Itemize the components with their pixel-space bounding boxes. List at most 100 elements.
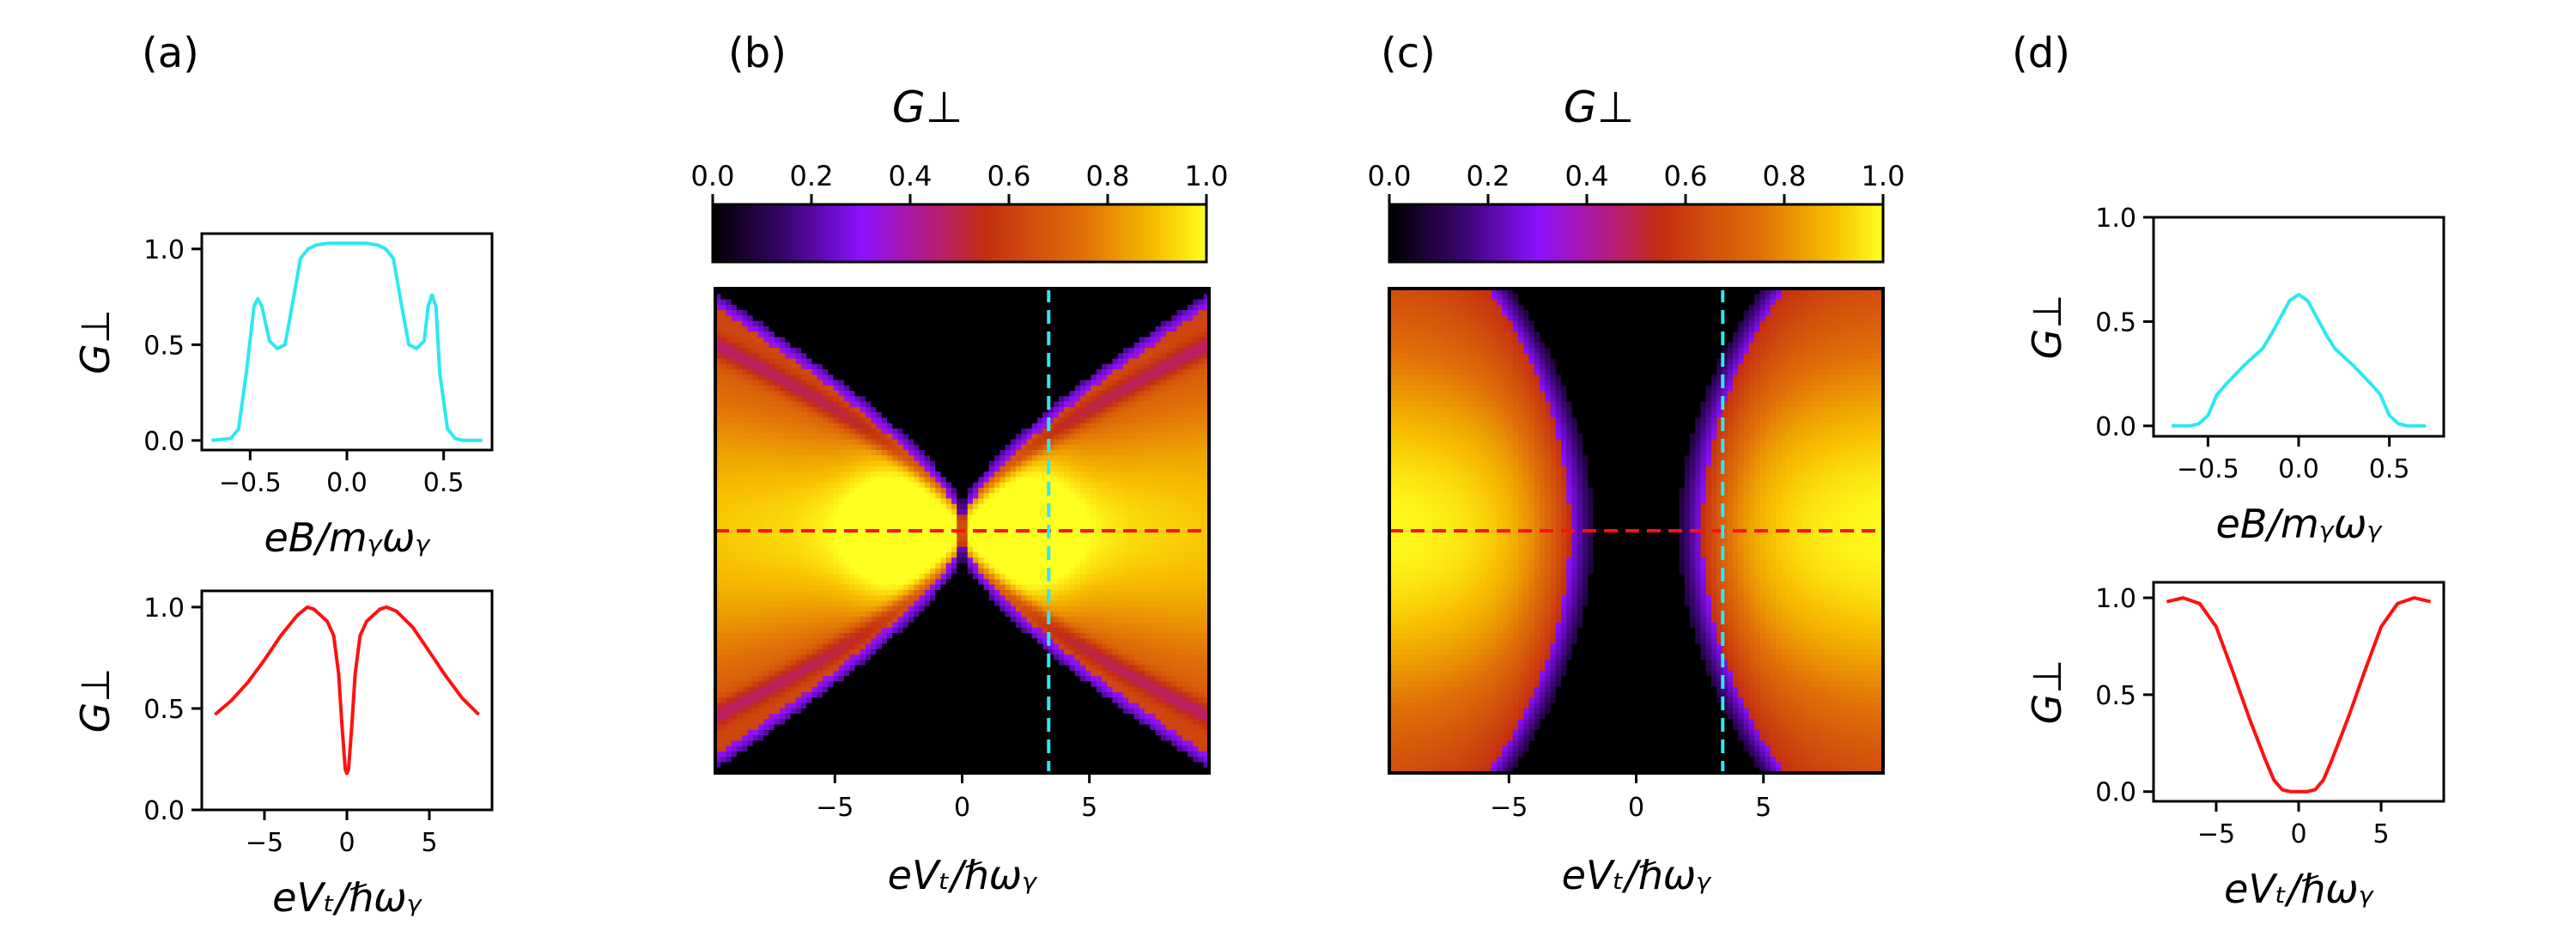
b-heat-cell bbox=[1203, 536, 1210, 543]
b-heat-cell bbox=[828, 498, 835, 505]
b-heat-cell bbox=[1102, 520, 1108, 526]
b-heat-cell bbox=[1145, 412, 1151, 418]
b-heat-cell bbox=[1193, 482, 1200, 489]
b-heat-cell bbox=[908, 347, 914, 354]
b-heat-cell bbox=[715, 374, 721, 381]
b-heat-cell bbox=[801, 332, 807, 338]
b-heat-cell bbox=[1155, 503, 1162, 510]
b-heat-cell bbox=[973, 520, 979, 526]
b-heat-cell bbox=[1203, 380, 1210, 386]
b-heat-cell bbox=[1091, 450, 1097, 456]
b-heat-cell bbox=[999, 337, 1006, 344]
b-heat-cell bbox=[769, 347, 775, 354]
b-heat-cell bbox=[726, 444, 732, 451]
b-heat-cell bbox=[731, 455, 738, 462]
b-heat-cell bbox=[780, 406, 786, 413]
b-heat-cell bbox=[1107, 498, 1114, 505]
b-heat-cell bbox=[1128, 477, 1135, 484]
b-heat-cell bbox=[919, 310, 926, 316]
b-heat-cell bbox=[887, 450, 893, 456]
b-heat-cell bbox=[763, 401, 770, 408]
b-heat-cell bbox=[887, 444, 893, 451]
b-heat-cell bbox=[1107, 455, 1114, 462]
b-heat-cell bbox=[769, 487, 775, 494]
b-heat-cell bbox=[1203, 320, 1210, 327]
b-heat-cell bbox=[774, 487, 781, 494]
b-heat-cell bbox=[1016, 374, 1022, 381]
b-heat-cell bbox=[1091, 363, 1097, 370]
colorbar-b-title: G⊥ bbox=[892, 82, 963, 132]
b-heat-cell bbox=[844, 315, 850, 322]
b-heat-cell bbox=[747, 482, 754, 489]
b-heat-cell bbox=[1150, 347, 1157, 354]
b-heat-cell bbox=[1037, 385, 1043, 392]
b-heat-cell bbox=[1176, 444, 1183, 451]
b-heat-cell bbox=[1059, 396, 1065, 403]
b-heat-cell bbox=[935, 369, 942, 375]
b-heat-cell bbox=[1198, 525, 1205, 532]
b-heat-cell bbox=[849, 536, 856, 543]
b-heat-cell bbox=[747, 332, 754, 338]
b-heat-cell bbox=[737, 304, 743, 311]
b-heat-cell bbox=[1150, 396, 1157, 403]
b-heat-cell bbox=[790, 347, 797, 354]
b-heat-cell bbox=[838, 428, 845, 435]
b-heat-cell bbox=[951, 391, 957, 397]
b-heat-cell bbox=[1171, 412, 1178, 418]
b-heat-cell bbox=[1198, 310, 1205, 316]
b-heat-cell bbox=[957, 396, 963, 403]
b-heat-cell bbox=[919, 412, 926, 418]
b-heat-cell bbox=[994, 472, 1000, 478]
b-heat-cell bbox=[742, 557, 749, 564]
b-heat-cell bbox=[940, 347, 947, 354]
b-heat-cell bbox=[1150, 289, 1157, 295]
b-heat-cell bbox=[1085, 385, 1092, 392]
b-heat-cell bbox=[844, 531, 850, 537]
b-heat-cell bbox=[1176, 294, 1183, 301]
b-heat-cell bbox=[828, 320, 835, 327]
b-heat-cell bbox=[1193, 423, 1200, 429]
b-heat-cell bbox=[930, 332, 936, 338]
b-heat-cell bbox=[715, 514, 721, 521]
b-heat-cell bbox=[1053, 450, 1060, 456]
b-heat-cell bbox=[806, 477, 813, 484]
b-heat-cell bbox=[854, 320, 861, 327]
b-heat-cell bbox=[763, 347, 770, 354]
b-heat-cell bbox=[1069, 342, 1076, 349]
b-heat-cell bbox=[1064, 289, 1071, 295]
b-heat-cell bbox=[1150, 342, 1157, 349]
b-heat-cell bbox=[1053, 294, 1060, 301]
b-heat-cell bbox=[752, 557, 759, 564]
b-heat-cell bbox=[790, 439, 797, 446]
b-heat-cell bbox=[908, 493, 914, 499]
b-heat-cell bbox=[1069, 568, 1076, 575]
b-heat-cell bbox=[1021, 406, 1028, 413]
b-heat-cell bbox=[892, 342, 899, 349]
b-heat-cell bbox=[801, 482, 807, 489]
b-heat-cell bbox=[951, 401, 957, 408]
b-heat-cell bbox=[1042, 310, 1049, 316]
b-heat-cell bbox=[806, 289, 813, 295]
b-heat-cell bbox=[838, 439, 845, 446]
b-heat-cell bbox=[742, 412, 749, 418]
b-heat-cell bbox=[1080, 299, 1086, 306]
b-heat-cell bbox=[994, 503, 1000, 510]
b-heat-cell bbox=[806, 531, 813, 537]
b-heat-cell bbox=[1026, 369, 1033, 375]
b-heat-cell bbox=[769, 520, 775, 526]
b-heat-cell bbox=[849, 531, 856, 537]
b-heat-cell bbox=[999, 508, 1006, 515]
b-heat-cell bbox=[978, 385, 985, 392]
b-heat-cell bbox=[752, 363, 759, 370]
b-heat-cell bbox=[1031, 531, 1038, 537]
b-heat-cell bbox=[1096, 531, 1103, 537]
b-heat-cell bbox=[763, 531, 770, 537]
b-heat-cell bbox=[881, 320, 888, 327]
b-heat-cell bbox=[919, 353, 926, 360]
b-heat-cell bbox=[1102, 332, 1108, 338]
b-heat-cell bbox=[790, 304, 797, 311]
b-heat-cell bbox=[967, 401, 974, 408]
b-heat-cell bbox=[897, 320, 904, 327]
b-heat-cell bbox=[1128, 439, 1135, 446]
b-heat-cell bbox=[1026, 450, 1033, 456]
